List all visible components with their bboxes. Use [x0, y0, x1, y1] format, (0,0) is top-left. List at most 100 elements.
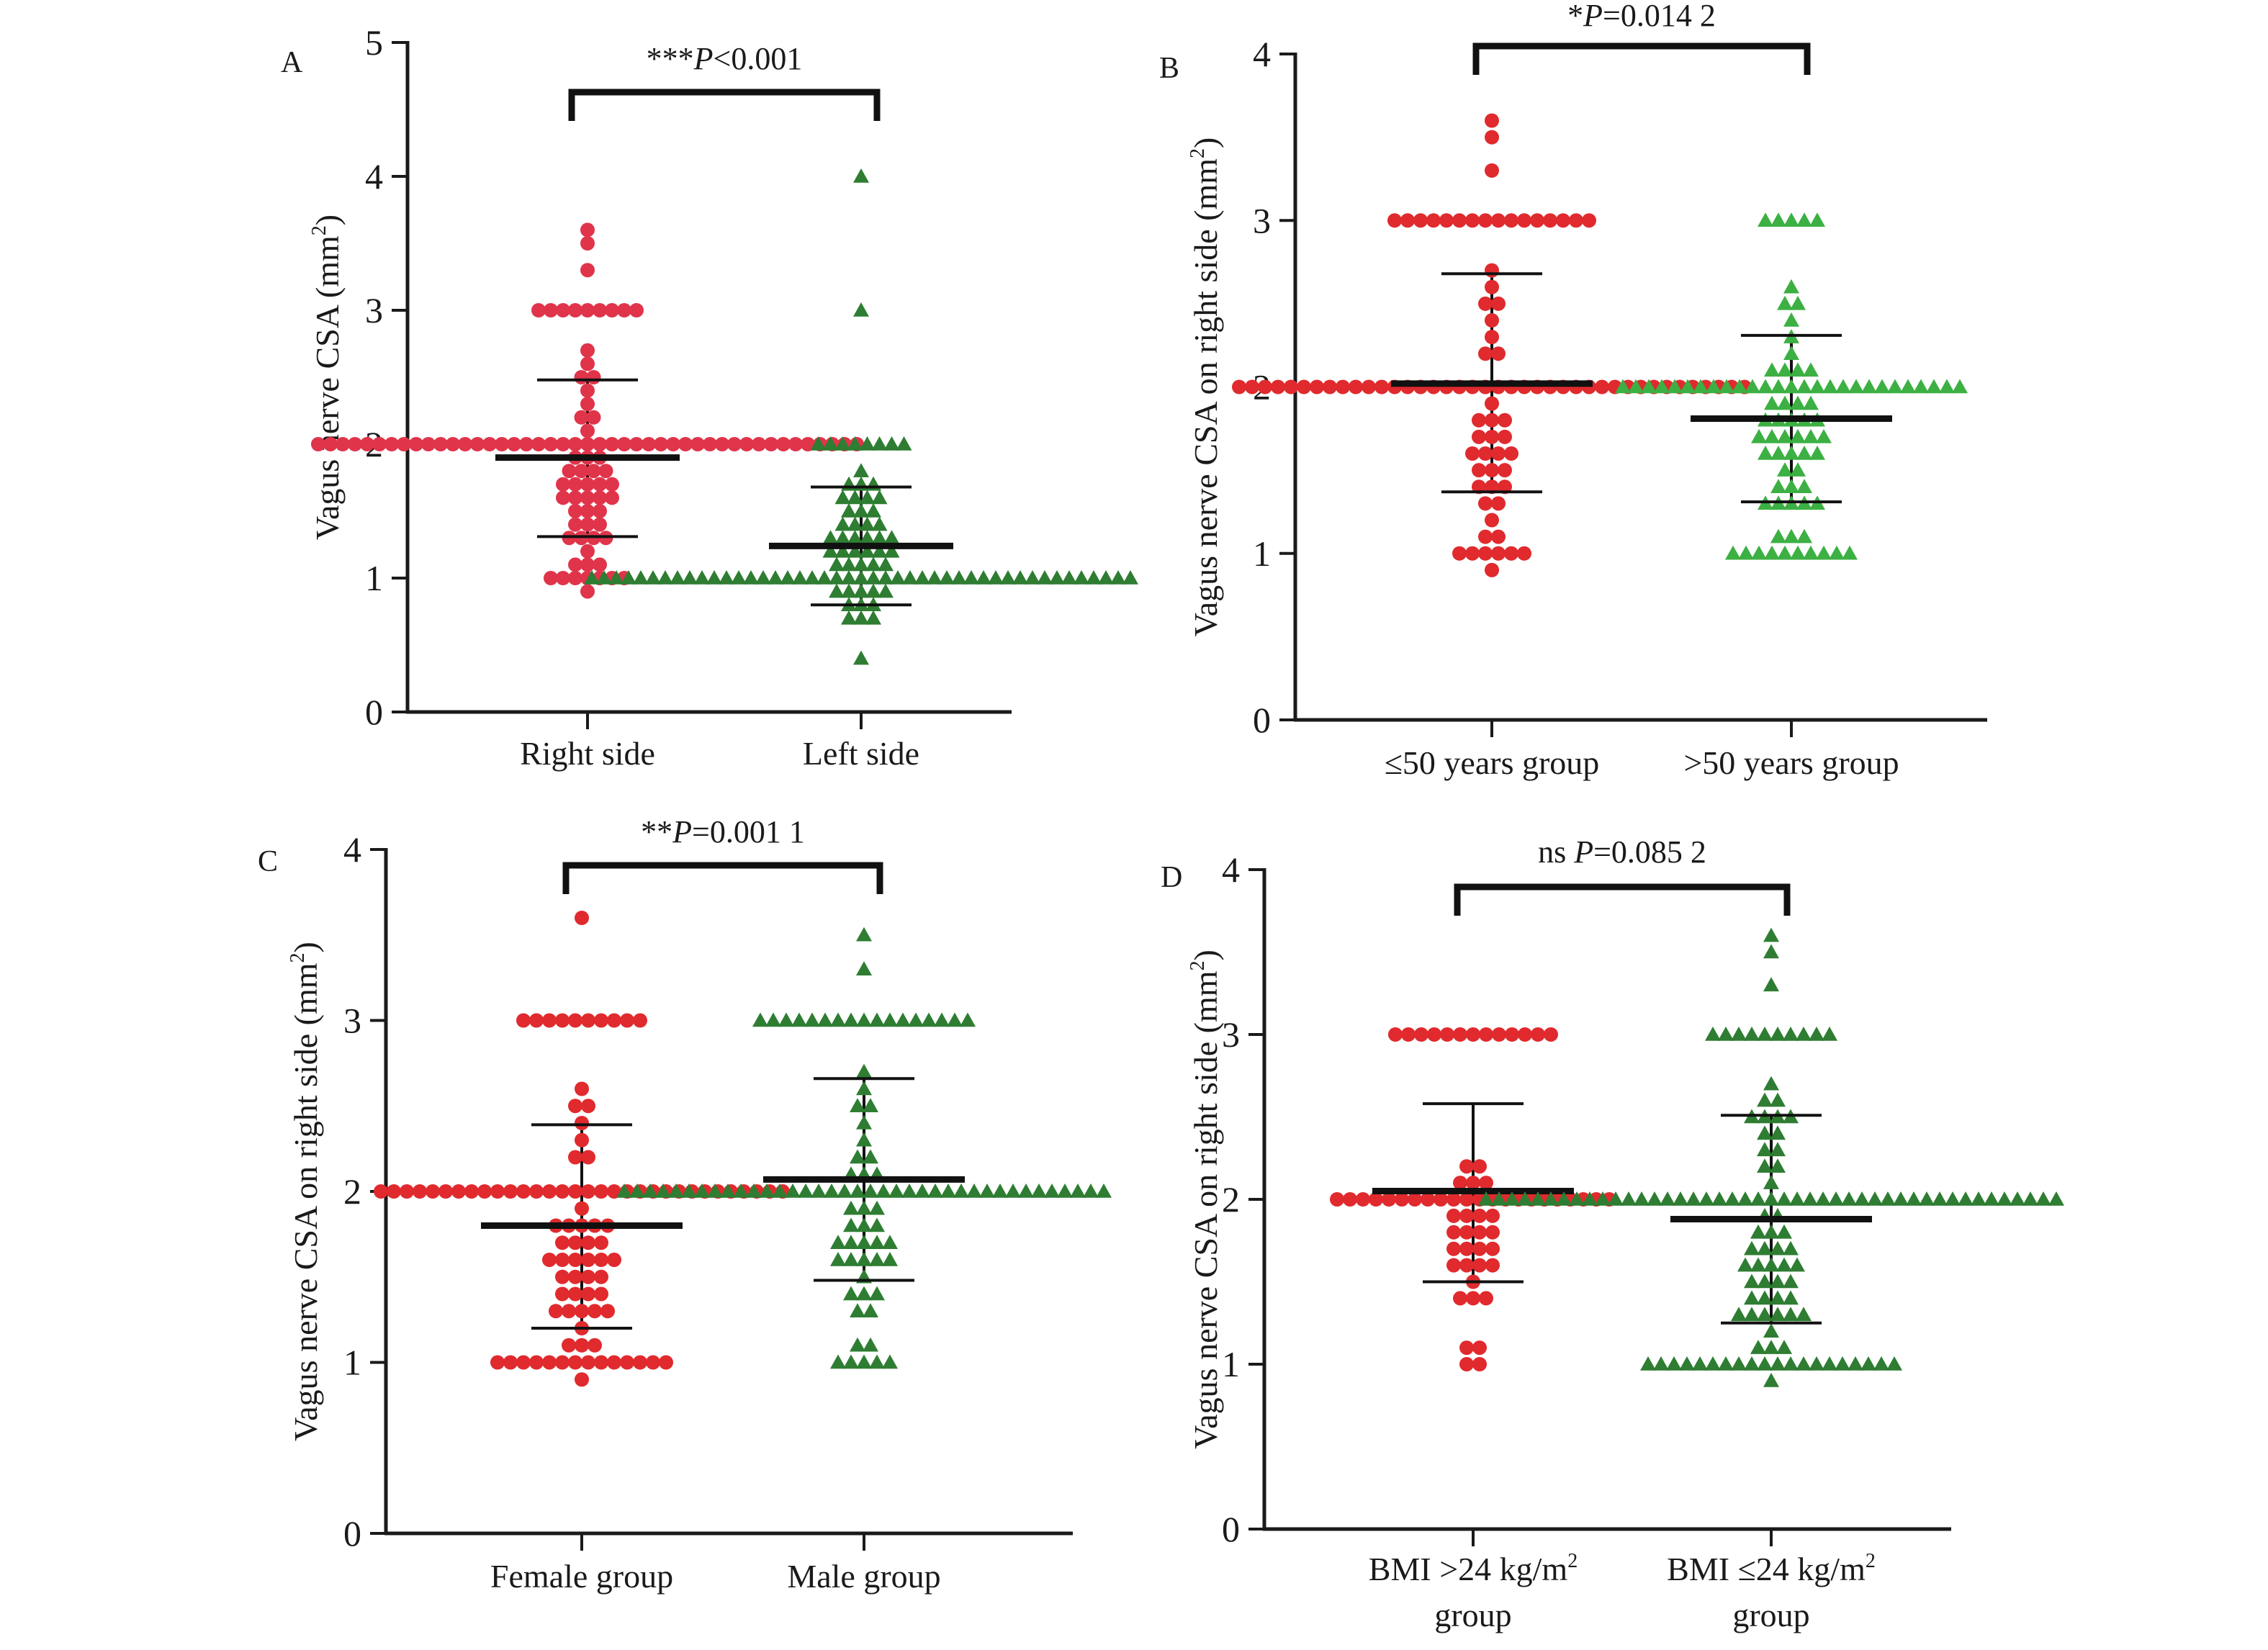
data-point: [829, 583, 845, 598]
data-point: [720, 1184, 736, 1198]
data-point: [503, 1184, 518, 1199]
data-point: [778, 1012, 794, 1027]
data-point: [617, 437, 631, 451]
data-point: [694, 1184, 710, 1198]
data-point: [1485, 463, 1499, 478]
data-point: [1349, 379, 1363, 395]
data-point: [421, 437, 436, 451]
data-point: [902, 570, 918, 585]
data-point: [830, 1354, 846, 1369]
data-point: [1790, 545, 1806, 560]
data-point: [409, 437, 423, 451]
data-point: [810, 436, 827, 451]
data-point: [694, 570, 710, 585]
data-point: [1732, 379, 1747, 394]
data-point: [1284, 379, 1298, 395]
data-point: [1556, 213, 1570, 228]
data-point: [1466, 1027, 1480, 1042]
data-point: [607, 1184, 621, 1199]
data-point: [607, 1013, 621, 1028]
data-point: [531, 437, 546, 451]
data-point: [593, 477, 607, 492]
data-point: [607, 1253, 621, 1267]
data-point: [568, 1355, 582, 1370]
data-point: [581, 1184, 595, 1199]
data-point: [598, 464, 613, 479]
y-tick-label: 4: [1222, 849, 1240, 890]
data-point: [1595, 379, 1609, 395]
panel-letter: D: [1161, 861, 1182, 894]
data-point: [556, 490, 570, 505]
data-point: [1783, 1273, 1799, 1289]
data-point: [1478, 529, 1493, 544]
data-point: [1757, 1092, 1773, 1107]
data-point: [859, 490, 876, 505]
data-point: [901, 1184, 917, 1198]
data-point: [883, 543, 900, 558]
data-point: [482, 437, 497, 451]
data-point: [580, 437, 595, 451]
data-point: [1803, 395, 1819, 410]
data-point: [1770, 1142, 1786, 1157]
data-point: [555, 1355, 570, 1370]
data-point: [1439, 213, 1454, 228]
y-axis-title: Vagus nerve CSA on right side (mm2): [287, 942, 324, 1441]
data-point: [830, 1235, 846, 1250]
data-point: [856, 1012, 872, 1027]
data-point: [1660, 1191, 1675, 1206]
data-point: [882, 1354, 898, 1369]
data-point: [1434, 1192, 1448, 1207]
data-point: [1816, 545, 1832, 560]
data-point: [1472, 429, 1486, 444]
data-point: [1770, 212, 1786, 227]
data-point: [1382, 1192, 1396, 1207]
data-point: [1783, 212, 1799, 227]
data-point: [1783, 312, 1799, 327]
data-point: [953, 1184, 969, 1198]
data-point: [1421, 1192, 1435, 1207]
data-point: [503, 1355, 518, 1370]
data-point: [1744, 1027, 1760, 1041]
data-point: [1776, 1191, 1792, 1206]
data-point: [1472, 412, 1486, 428]
data-point: [629, 437, 644, 451]
data-point: [348, 437, 362, 451]
data-point: [1686, 1191, 1701, 1206]
data-point: [1711, 1191, 1727, 1206]
data-point: [426, 1184, 440, 1199]
x-tick-label: ≤50 years group: [1385, 744, 1600, 781]
significance-bracket: [1454, 883, 1791, 916]
data-point: [1796, 212, 1812, 227]
data-point: [1815, 1191, 1831, 1206]
data-point: [1751, 545, 1767, 560]
data-point: [791, 1012, 807, 1027]
data-point: [843, 1354, 859, 1369]
data-point: [574, 410, 589, 425]
data-point: [519, 437, 534, 451]
data-point: [859, 543, 876, 558]
data-point: [1809, 212, 1825, 227]
data-point: [1595, 1191, 1611, 1206]
data-point: [1582, 213, 1596, 228]
significance-stars: **: [641, 814, 672, 849]
data-point: [876, 1184, 891, 1198]
data-point: [668, 1184, 684, 1198]
data-point: [856, 927, 872, 942]
data-point: [830, 1012, 846, 1027]
data-point: [1783, 1027, 1799, 1041]
data-point: [1343, 1192, 1357, 1207]
data-point: [847, 490, 863, 505]
data-point: [605, 303, 619, 317]
data-point: [856, 1063, 872, 1078]
data-point: [1880, 1191, 1896, 1206]
data-point: [1913, 379, 1929, 394]
data-point: [575, 1116, 589, 1130]
data-point: [841, 556, 857, 572]
data-point: [1491, 446, 1506, 461]
data-point: [882, 1235, 898, 1250]
data-point: [1485, 130, 1499, 145]
data-point: [531, 303, 546, 317]
data-point: [1776, 1340, 1792, 1354]
data-point: [1731, 1307, 1747, 1322]
data-point: [817, 1012, 833, 1027]
